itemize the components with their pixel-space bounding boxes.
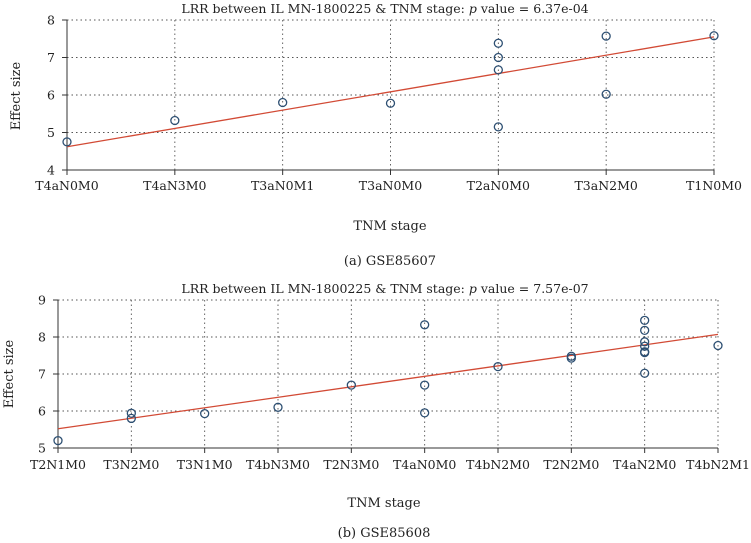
chart-b-point-8 (420, 408, 430, 418)
chart-a-caption: (a) GSE85607 (344, 254, 436, 269)
chart-b-point-7 (420, 380, 430, 390)
panel-b: LRR between IL MN-1800225 & TNM stage: p… (2, 281, 750, 541)
chart-b-point-16 (640, 341, 650, 351)
chart-b-point-11 (566, 353, 576, 363)
chart-b-ytick-label-2: 7 (38, 367, 46, 382)
chart-b-point-4 (273, 402, 283, 412)
chart-b-point-5 (346, 380, 356, 390)
chart-b-xtick-label-6: T4bN2M0 (466, 457, 530, 472)
chart-b-xtick-label-2: T3N1M0 (177, 457, 233, 472)
chart-a-xtick-label-1: T4aN3M0 (143, 178, 206, 193)
chart-b-xtick-label-4: T2N3M0 (323, 457, 379, 472)
chart-a-xtick-label-3: T3aN0M0 (359, 178, 422, 193)
chart-b-point-2 (126, 413, 136, 424)
chart-b-xtick-label-8: T4aN2M0 (613, 457, 676, 472)
chart-a-ylabel: Effect size (9, 61, 24, 130)
chart-a-xtick-label-6: T1N0M0 (686, 178, 742, 193)
chart-b-point-13 (640, 315, 650, 326)
chart-a-points (62, 31, 719, 147)
chart-b-point-0 (53, 435, 63, 446)
chart-b-point-9 (493, 361, 503, 372)
chart-a-xtick-label-4: T2aN0M0 (467, 178, 530, 193)
chart-a-point-4 (493, 38, 503, 48)
chart-b-ylabel: Effect size (2, 339, 17, 408)
chart-b-xtick-label-7: T2N2M0 (543, 457, 599, 472)
chart-a-point-6 (493, 65, 503, 75)
chart-a-ytick-label-1: 5 (47, 125, 55, 140)
chart-b-ytick-label-3: 8 (38, 330, 46, 345)
chart-b-xtick-label-0: T2N1M0 (30, 457, 86, 472)
chart-a-point-5 (493, 52, 503, 63)
chart-a-xlabel: TNM stage (353, 219, 426, 234)
chart-b-point-3 (200, 408, 210, 419)
chart-a-point-1 (170, 115, 180, 126)
chart-b-point-18 (640, 368, 650, 378)
chart-a-title: LRR between IL MN-1800225 & TNM stage: p… (181, 1, 588, 16)
chart-a-ytick-label-4: 8 (47, 13, 55, 28)
chart-b-trendline (57, 333, 719, 430)
chart-b-ytick-label-4: 9 (38, 293, 46, 308)
chart-a-xtick-label-5: T3aN2M0 (574, 178, 637, 193)
chart-a-point-0 (62, 137, 72, 147)
chart-b-grid (57, 299, 719, 449)
chart-a-point-8 (601, 31, 611, 41)
chart-b-point-14 (640, 325, 650, 335)
chart-b-point-17 (640, 347, 650, 357)
chart-a-trendline-layer (66, 36, 715, 148)
chart-b-point-6 (420, 320, 430, 330)
chart-a-xtick-label-0: T4aN0M0 (35, 178, 98, 193)
chart-b-point-19 (713, 340, 723, 351)
chart-b-point-1 (126, 408, 136, 418)
chart-a-point-7 (493, 122, 503, 132)
chart-a-point-9 (601, 89, 611, 99)
chart-b-xtick-label-9: T4bN2M1 (686, 457, 750, 472)
chart-b-xlabel: TNM stage (347, 496, 420, 511)
chart-a-point-10 (709, 31, 719, 41)
chart-a-ytick-label-3: 7 (47, 50, 55, 65)
chart-b-points (53, 315, 723, 446)
chart-a-xtick-label-2: T3aN0M1 (251, 178, 314, 193)
chart-a-trendline (66, 36, 715, 148)
chart-a-ticks: 4 5 6 7 8 T4aN0M0 T4aN3M0 T3aN0M1 T3aN0M0 T2aN0M0… (35, 13, 742, 194)
chart-b-xtick-label-5: T4aN0M0 (393, 457, 456, 472)
chart-a-grid (66, 19, 715, 171)
chart-b-title: LRR between IL MN-1800225 & TNM stage: p… (181, 281, 588, 296)
panel-a: LRR between IL MN-1800225 & TNM stage: p… (9, 1, 742, 269)
chart-b-ticks: 5 6 7 8 9 T2N1M0 T3N2M0 T3N1M0 T4bN3M0 T2N3M0 T4aN… (30, 293, 750, 473)
chart-b-trendline-layer (57, 333, 719, 430)
chart-b-ytick-label-1: 6 (38, 404, 46, 419)
chart-a-point-3 (385, 98, 396, 108)
chart-b-xtick-label-1: T3N2M0 (103, 457, 159, 472)
chart-b-ytick-label-0: 5 (38, 441, 46, 456)
chart-a-ytick-label-0: 4 (47, 163, 55, 178)
chart-a-ytick-label-2: 6 (47, 88, 55, 103)
chart-b-caption: (b) GSE85608 (338, 526, 431, 541)
chart-b-point-15 (640, 337, 650, 347)
chart-b-xtick-label-3: T4bN3M0 (246, 457, 310, 472)
chart-a-point-2 (278, 97, 288, 108)
